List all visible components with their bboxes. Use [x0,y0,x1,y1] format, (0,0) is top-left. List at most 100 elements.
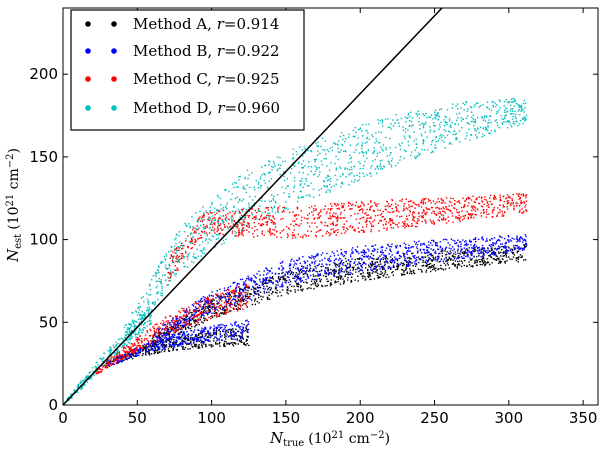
series-method-c-point [191,247,193,249]
series-method-a-point [227,331,229,334]
series-method-b-point [403,255,406,258]
series-method-c-point [176,246,178,249]
series-method-b-point [503,247,505,249]
series-method-b-point [381,251,384,254]
series-method-c-point [347,205,350,207]
series-method-b-point [262,274,265,276]
series-method-c-point [261,223,264,225]
series-method-c-point [512,201,514,204]
series-method-b-point [174,342,177,344]
series-method-d-point [150,314,153,317]
series-method-c-point [243,302,245,305]
series-method-b-point [240,331,242,334]
series-method-b-point [247,278,249,280]
series-method-a-point [442,250,444,252]
series-method-b-point [448,252,450,254]
series-method-b-point [221,339,224,341]
series-method-b-point [442,260,444,262]
series-method-c-point [431,222,433,225]
series-method-c-point [296,224,298,226]
series-method-c-point [207,213,210,215]
series-method-b-point [505,252,507,254]
series-method-b-point [269,276,271,278]
series-method-b-point [458,241,461,243]
series-method-b-point [391,259,393,261]
series-method-b-point [203,337,205,339]
series-method-c-point [159,332,161,334]
series-method-b-point [379,268,381,270]
series-method-b-point [183,318,185,320]
series-method-a-point [490,256,492,258]
series-method-b-point [478,250,481,252]
series-method-c-point [262,217,265,219]
series-method-b-point [352,252,354,254]
series-method-c-point [413,220,416,222]
series-method-c-point [396,223,399,226]
series-method-b-point [478,246,480,249]
series-method-a-point [286,286,289,288]
series-method-d-point [76,386,79,388]
series-method-c-point [229,294,231,297]
series-method-c-point [345,230,347,232]
series-method-c-point [225,309,227,311]
series-method-d-point [84,383,86,385]
series-method-a-point [339,262,342,265]
series-method-c-point [421,216,423,218]
series-method-d-point [125,344,128,346]
series-method-b-point [447,242,449,244]
series-method-c-point [248,222,250,225]
series-method-c-point [139,345,141,347]
series-method-b-point [327,259,330,262]
series-method-c-point [376,205,378,207]
series-method-a-point [461,262,464,264]
series-method-c-point [97,370,100,373]
series-method-c-point [325,232,328,235]
series-method-c-point [313,218,315,220]
series-method-c-point [236,310,239,312]
series-method-a-point [163,344,166,346]
series-method-a-point [235,343,237,345]
series-method-b-point [282,266,284,269]
series-method-a-point [335,281,337,283]
series-method-d-point [95,368,97,371]
series-method-a-point [260,298,263,301]
series-method-c-point [476,197,478,199]
series-method-b-point [434,258,437,260]
series-method-a-point [305,271,307,273]
series-method-b-point [183,333,186,335]
series-method-a-point [496,255,498,258]
series-method-a-point [324,272,326,275]
series-method-c-point [160,329,163,331]
series-method-b-point [525,240,527,242]
series-method-a-point [266,285,268,287]
series-method-a-point [148,346,150,348]
series-method-b-point [423,242,425,245]
series-method-b-point [176,322,179,325]
series-method-a-point [517,258,520,260]
series-method-a-point [254,303,256,306]
series-method-c-point [502,204,504,206]
series-method-c-point [101,368,104,371]
series-method-a-point [141,354,144,357]
series-method-a-point [376,274,379,277]
series-method-c-point [503,206,505,208]
series-method-c-point [336,217,338,219]
series-method-c-point [196,303,198,305]
series-method-a-point [243,298,246,301]
series-method-a-point [212,345,214,347]
series-method-a-point [204,318,206,320]
series-method-b-point [482,253,485,256]
series-method-c-point [360,201,363,203]
series-method-b-point [164,323,167,326]
series-method-d-point [96,370,98,372]
series-method-b-point [340,253,342,255]
series-method-a-point [213,329,215,332]
series-method-b-point [229,293,232,296]
series-method-b-point [317,253,319,255]
series-method-a-point [326,284,328,287]
series-method-c-point [172,319,174,321]
series-method-c-point [238,210,241,213]
series-method-b-point [345,252,347,255]
series-method-b-point [230,329,233,331]
series-method-b-point [264,279,267,282]
